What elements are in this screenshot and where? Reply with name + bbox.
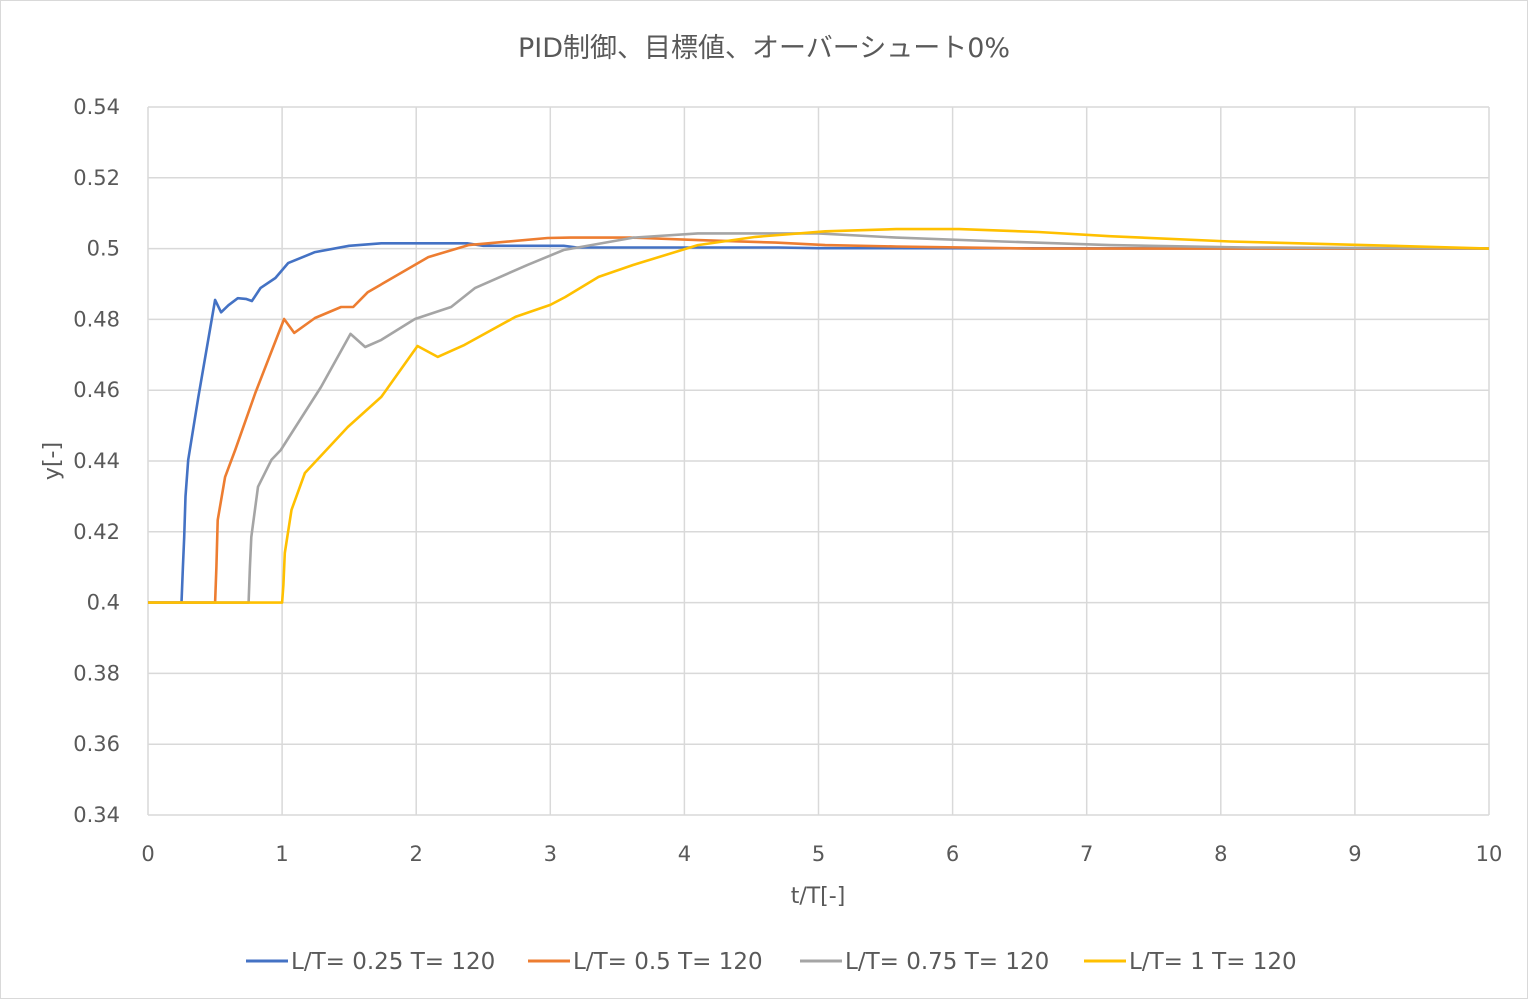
series-line-3 <box>148 232 1490 604</box>
x-tick-label: 4 <box>678 842 691 866</box>
y-tick-label: 0.44 <box>73 449 120 473</box>
y-tick-label: 0.38 <box>73 661 120 685</box>
y-tick-label: 0.54 <box>73 95 120 119</box>
y-tick-label: 0.5 <box>87 237 120 261</box>
legend-item: L/T= 0.25 T= 120 <box>246 949 495 975</box>
legend: L/T= 0.25 T= 120 L/T= 0.5 T= 120 L/T= 0.75… <box>246 949 1297 975</box>
y-tick-label: 0.46 <box>73 378 120 402</box>
series-line-2 <box>148 236 1489 604</box>
gridlines <box>147 106 1490 816</box>
chart-title: PID制御、目標値、オーバーシュート0% <box>518 33 1010 64</box>
legend-label: L/T= 0.5 T= 120 <box>573 949 763 975</box>
y-tick-label: 0.34 <box>73 803 120 827</box>
y-tick-label: 0.52 <box>73 166 120 190</box>
series-lines <box>148 227 1490 604</box>
series-line-1 <box>148 242 1490 604</box>
legend-label: L/T= 0.75 T= 120 <box>845 949 1049 975</box>
legend-item: L/T= 1 T= 120 <box>1084 949 1297 975</box>
legend-label: L/T= 1 T= 120 <box>1129 949 1297 975</box>
x-tick-label: 1 <box>275 842 288 866</box>
x-tick-label: 5 <box>812 842 825 866</box>
y-tick-label: 0.42 <box>73 520 120 544</box>
legend-label: L/T= 0.25 T= 120 <box>291 949 495 975</box>
legend-item: L/T= 0.5 T= 120 <box>528 949 763 975</box>
x-tick-label: 10 <box>1476 842 1503 866</box>
x-tick-label: 2 <box>410 842 423 866</box>
x-axis-label: t/T[-] <box>791 884 846 909</box>
y-tick-label: 0.36 <box>73 732 120 756</box>
x-tick-label: 9 <box>1348 842 1361 866</box>
x-tick-label: 8 <box>1214 842 1227 866</box>
x-tick-label: 6 <box>946 842 959 866</box>
y-tick-label: 0.48 <box>73 307 120 331</box>
y-tick-labels: 0.34 0.36 0.38 0.4 0.42 0.44 0.46 0.48 0.5 0.52 0.… <box>73 95 120 827</box>
y-axis-label: y[-] <box>40 442 65 480</box>
x-tick-label: 0 <box>141 842 154 866</box>
series-line-4 <box>148 227 1490 604</box>
y-tick-label: 0.4 <box>87 591 120 615</box>
legend-item: L/T= 0.75 T= 120 <box>800 949 1049 975</box>
x-tick-label: 7 <box>1080 842 1093 866</box>
x-tick-label: 3 <box>544 842 557 866</box>
x-tick-labels: 0 1 2 3 4 5 6 7 8 9 10 <box>141 842 1502 866</box>
